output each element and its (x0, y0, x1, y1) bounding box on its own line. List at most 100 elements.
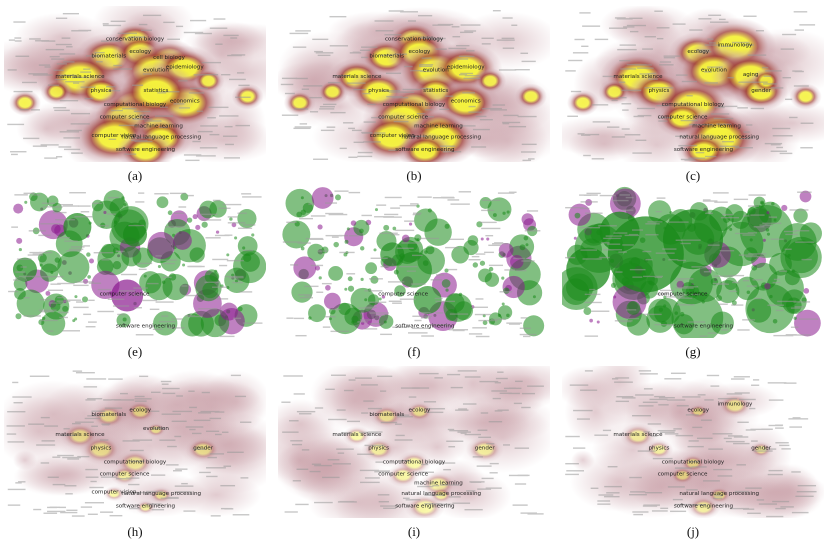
bubble-green (189, 247, 205, 263)
bubble-green (321, 246, 329, 254)
map-label: physics (91, 88, 112, 94)
map-label: statistics (143, 88, 168, 94)
map-label: software engineering (116, 147, 176, 153)
bubble-green (716, 279, 740, 304)
minor-label-texture (7, 12, 251, 162)
bubble-green (583, 307, 592, 315)
map-label: economics (451, 99, 481, 105)
panel-i: biomaterials ecology materials science phys… (278, 366, 550, 518)
bubble-purple (381, 295, 386, 299)
map-label: immunology (718, 402, 753, 408)
bubble-purple (147, 231, 175, 260)
minor-label-texture (565, 10, 816, 161)
panel-b: conservation biology biomaterials ecology e… (278, 6, 550, 162)
bubble-green (765, 228, 770, 232)
map-label: epidemiology (447, 64, 485, 70)
map-label: computer vision (92, 490, 138, 496)
bubble-green (626, 301, 641, 315)
bubble-green (394, 285, 406, 297)
bubble-green (318, 276, 322, 280)
bubble-green (501, 302, 505, 306)
bubble-green (443, 293, 472, 322)
hotspot (669, 466, 696, 485)
bubble-green (392, 226, 397, 231)
panel-h: ecology biomaterials evolution materials sc… (4, 366, 266, 518)
bubble-green (50, 301, 61, 312)
map-label: natural language processing (401, 135, 481, 141)
map-label: machine learning (414, 481, 463, 487)
map-label: machine learning (414, 124, 463, 130)
map-label: materials science (332, 432, 382, 438)
bubble-green (503, 287, 510, 294)
bubble-green (574, 212, 581, 219)
bubble-green (344, 287, 348, 291)
bubble-green (427, 208, 432, 213)
bubble-purple (195, 224, 201, 231)
bubble-green (39, 250, 62, 273)
bubble-green (360, 246, 365, 251)
map-label: conservation biology (385, 36, 444, 42)
hotspot (113, 61, 199, 122)
map-label: machine learning (134, 124, 183, 130)
map-label: immunology (718, 43, 753, 49)
bubble-green (791, 269, 795, 273)
bubble-green (506, 313, 510, 318)
major-labels: immunology ecology materials science physic… (613, 402, 771, 510)
bubble-green (396, 251, 432, 288)
map-label: software engineering (674, 503, 734, 509)
bubble-green (444, 268, 449, 273)
bubble-purple (16, 237, 23, 244)
bubble-green (180, 313, 204, 337)
bubble-purple (408, 222, 413, 226)
bubble-purple (676, 280, 684, 289)
bubble-green (101, 243, 116, 259)
map-label: natural language processing (121, 135, 201, 141)
bubble-green (610, 282, 617, 288)
map-label: materials science (613, 74, 663, 80)
bubble-purple (573, 236, 577, 240)
bubble-green (673, 314, 695, 335)
bubble-green (492, 213, 497, 217)
map-label: evolution (143, 426, 169, 432)
bubble-purple (762, 238, 766, 242)
bubble-green (346, 227, 350, 231)
panel-i-map: biomaterials ecology materials science phys… (278, 366, 550, 518)
bubble-green (710, 311, 734, 335)
map-label: computer science (378, 471, 428, 477)
map-label: software engineering (395, 323, 455, 329)
bubble-purple (401, 234, 410, 243)
bubble-green (86, 252, 91, 257)
map-label: computational biology (383, 459, 446, 465)
bubble-green (18, 248, 22, 252)
bubble-green (39, 263, 43, 267)
bubble-green (347, 285, 355, 292)
bubble-purple (315, 265, 321, 271)
bubble-purple (325, 284, 331, 291)
bubble-green (353, 219, 370, 236)
bubble-purple (192, 214, 198, 220)
bubble-green (497, 313, 501, 317)
map-label: physics (649, 88, 670, 94)
bubble-green (296, 211, 303, 218)
hotspot (386, 463, 420, 488)
bubble-green (291, 281, 313, 303)
bubble-green (226, 253, 230, 257)
map-label: natural language processing (401, 491, 481, 497)
hotspot (619, 423, 657, 449)
bubble-green (24, 200, 28, 204)
map-label: ecology (409, 408, 431, 414)
bubble-green (416, 204, 420, 208)
bubble-purple (323, 292, 341, 310)
map-label: machine learning (692, 124, 741, 130)
bubble-green (506, 210, 510, 214)
minor-label-texture (8, 192, 263, 338)
bubble-green (209, 200, 227, 218)
bubble-green (12, 257, 37, 282)
minor-label-texture (565, 370, 817, 518)
bubble-purple (764, 282, 771, 290)
bubble-purple (173, 231, 192, 250)
bubble-green (109, 198, 129, 218)
panel-c: ecology immunology evolution materials scie… (562, 6, 824, 162)
bubble-green (15, 313, 22, 320)
